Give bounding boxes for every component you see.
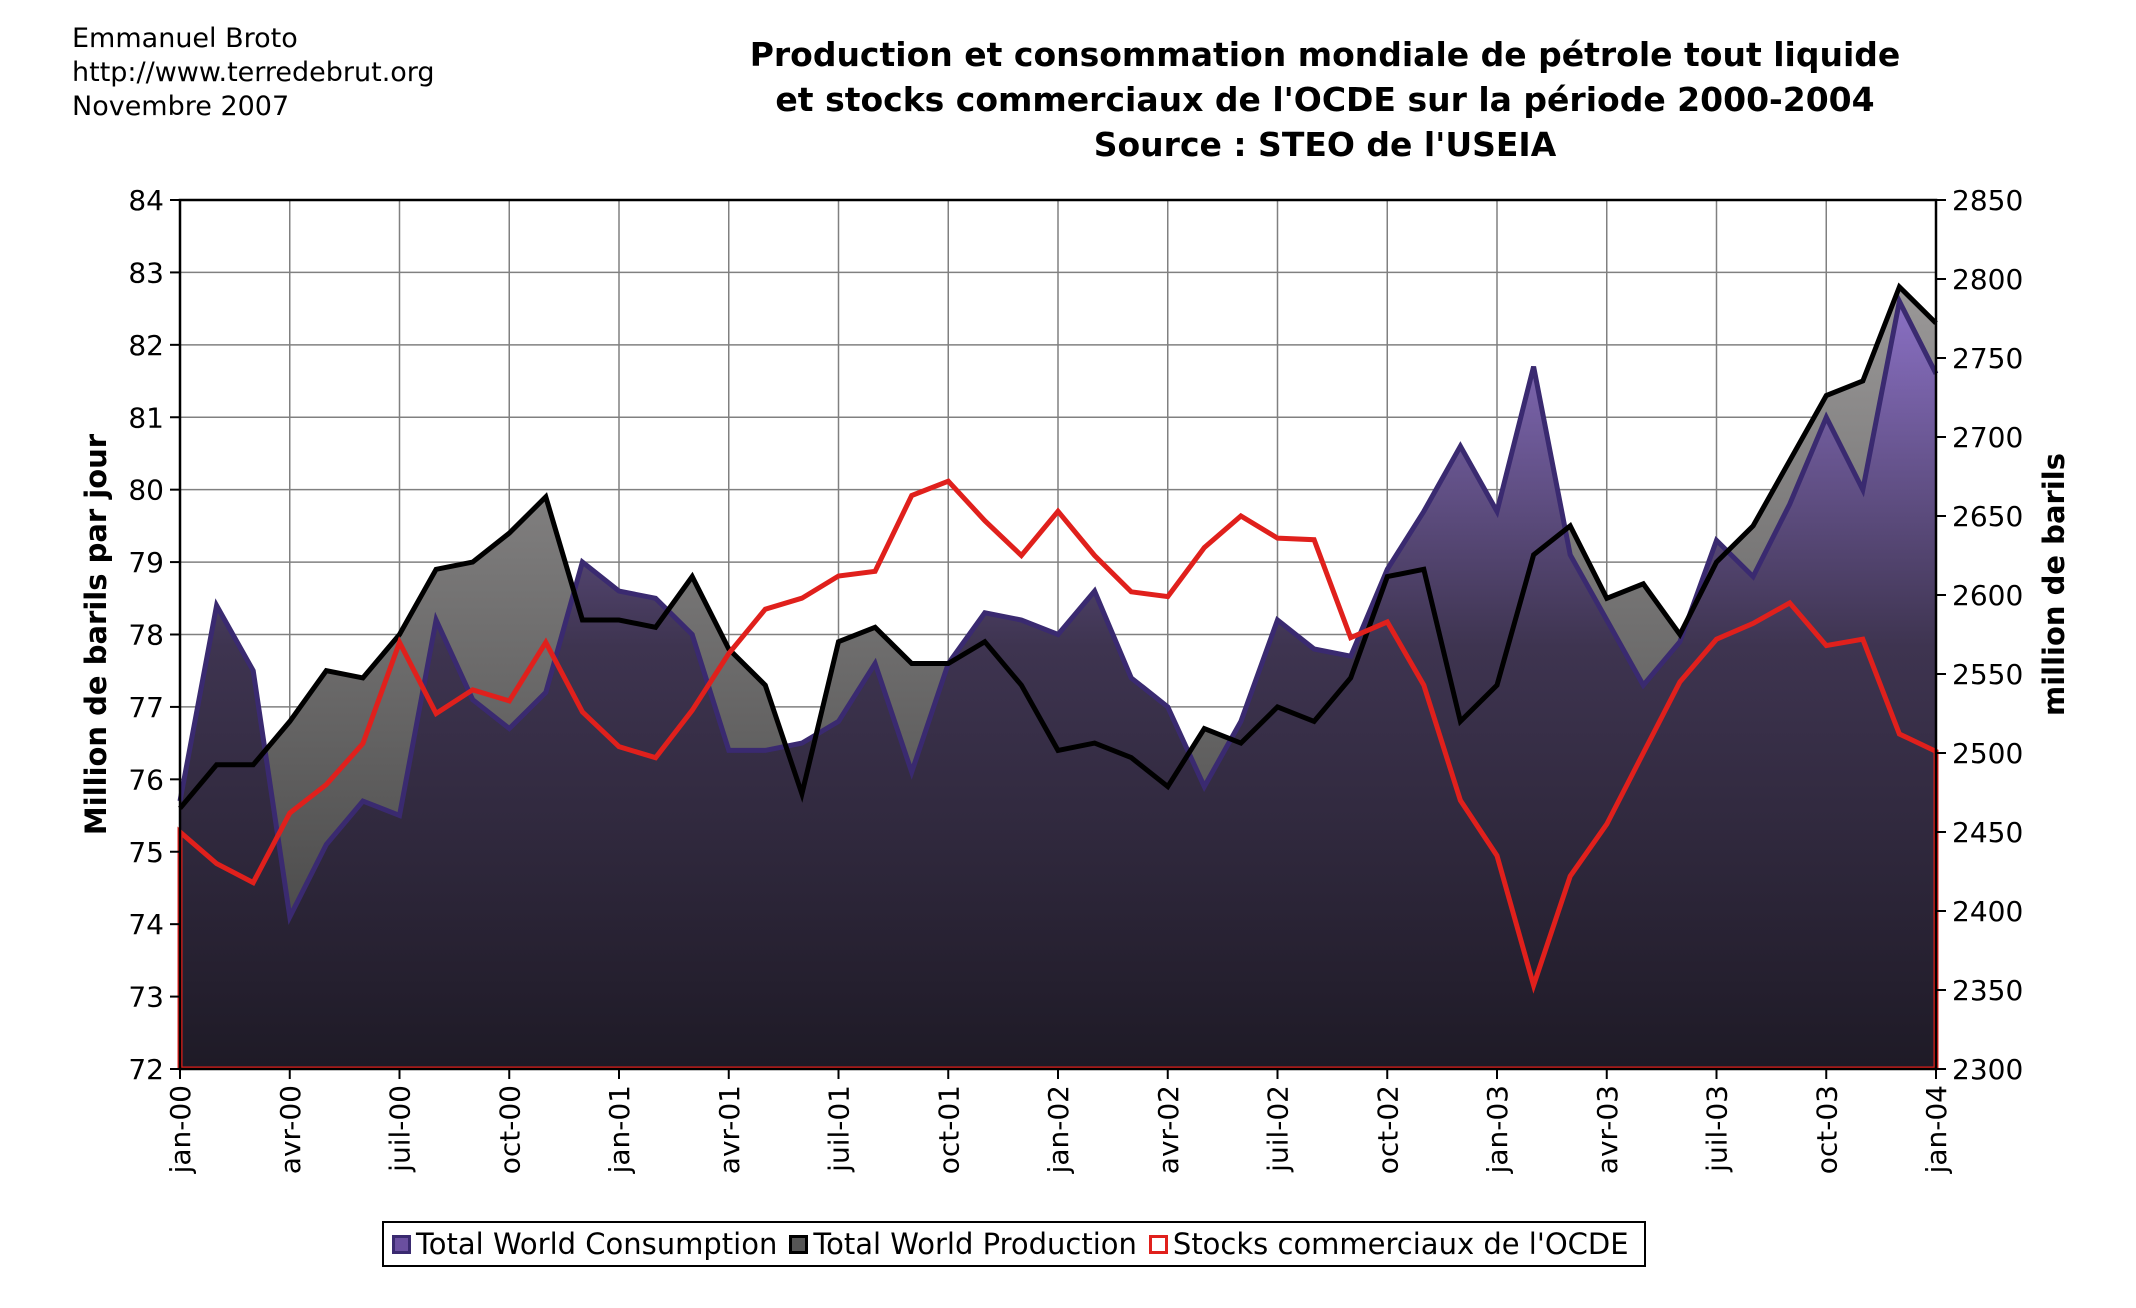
x-tick-label: jan-01 [603, 1085, 636, 1174]
x-tick-label: avr-01 [713, 1085, 746, 1174]
y-tick-label: 78 [128, 619, 164, 652]
y2-tick-label: 2800 [1952, 263, 2023, 296]
legend-label-production: Total World Production [813, 1227, 1137, 1261]
legend-item-consumption: Total World Consumption [392, 1227, 777, 1261]
plot-frame [178, 198, 1938, 1071]
y-tick-label: 82 [128, 329, 164, 362]
legend-swatch-production [789, 1234, 809, 1254]
x-tick-label: juil-02 [1262, 1085, 1295, 1173]
y-tick-label: 73 [128, 981, 164, 1014]
consumption-area [180, 301, 1936, 1069]
author-date: Novembre 2007 [72, 91, 290, 122]
chart-title-line-2: et stocks commerciaux de l'OCDE sur la p… [775, 80, 1875, 119]
y2-tick-label: 2550 [1952, 658, 2023, 691]
y2-tick-label: 2850 [1952, 184, 2023, 217]
consumption-line [177, 293, 1939, 926]
y-tick-label: 80 [128, 474, 164, 507]
y-tick-label: 77 [128, 691, 164, 724]
y-tick-label: 75 [128, 836, 164, 869]
y-tick-label: 81 [128, 401, 164, 434]
x-tick-label: juil-01 [823, 1085, 856, 1173]
x-tick-label: oct-02 [1371, 1085, 1404, 1174]
y2-tick-label: 2350 [1952, 974, 2023, 1007]
y2-axis-title: million de barils [2037, 453, 2071, 716]
stocks-line [177, 478, 1939, 1069]
x-tick-label: juil-00 [384, 1085, 417, 1173]
chart-title-line-1: Production et consommation mondiale de p… [749, 35, 1901, 74]
y-tick-label: 74 [128, 908, 164, 941]
x-tick-label: oct-03 [1810, 1085, 1843, 1174]
x-tick-label: avr-03 [1591, 1085, 1624, 1174]
y2-tick-label: 2750 [1952, 342, 2023, 375]
y2-tick-label: 2700 [1952, 421, 2023, 454]
legend-swatch-consumption [392, 1234, 411, 1254]
author-block: Emmanuel Broto http://www.terredebrut.or… [72, 22, 435, 124]
y2-tick-label: 2400 [1952, 895, 2023, 928]
y-tick-label: 72 [128, 1053, 164, 1086]
y2-tick-label: 2600 [1952, 579, 2023, 612]
legend-item-stocks: Stocks commerciaux de l'OCDE [1148, 1227, 1629, 1261]
author-name: Emmanuel Broto [72, 23, 298, 54]
y-tick-label: 76 [128, 763, 164, 796]
x-tick-label: avr-02 [1152, 1085, 1185, 1174]
y-tick-label: 79 [128, 546, 164, 579]
legend-label-stocks: Stocks commerciaux de l'OCDE [1172, 1227, 1629, 1261]
production-line [178, 282, 1938, 810]
legend-item-production: Total World Production [789, 1227, 1137, 1261]
author-url: http://www.terredebrut.org [72, 57, 435, 88]
chart-title: Production et consommation mondiale de p… [620, 32, 2030, 167]
chart-title-line-3: Source : STEO de l'USEIA [1093, 125, 1557, 164]
x-tick-label: juil-03 [1701, 1085, 1734, 1173]
x-tick-label: jan-00 [164, 1085, 197, 1174]
x-tick-label: jan-04 [1920, 1085, 1953, 1174]
y-axis-title: Million de barils par jour [79, 433, 113, 835]
legend-swatch-stocks [1148, 1234, 1168, 1254]
x-tick-label: avr-00 [274, 1085, 307, 1174]
x-tick-label: oct-01 [932, 1085, 965, 1174]
y2-tick-label: 2650 [1952, 500, 2023, 533]
x-tick-label: oct-00 [493, 1085, 526, 1174]
y2-tick-label: 2450 [1952, 816, 2023, 849]
x-tick-label: jan-03 [1481, 1085, 1514, 1174]
y-tick-label: 83 [128, 256, 164, 289]
chart-legend: Total World Consumption Total World Prod… [382, 1221, 1646, 1267]
y-tick-label: 84 [128, 184, 164, 217]
y2-tick-label: 2500 [1952, 737, 2023, 770]
legend-label-consumption: Total World Consumption [416, 1227, 778, 1261]
x-tick-label: jan-02 [1042, 1085, 1075, 1174]
y2-tick-label: 2300 [1952, 1053, 2023, 1086]
